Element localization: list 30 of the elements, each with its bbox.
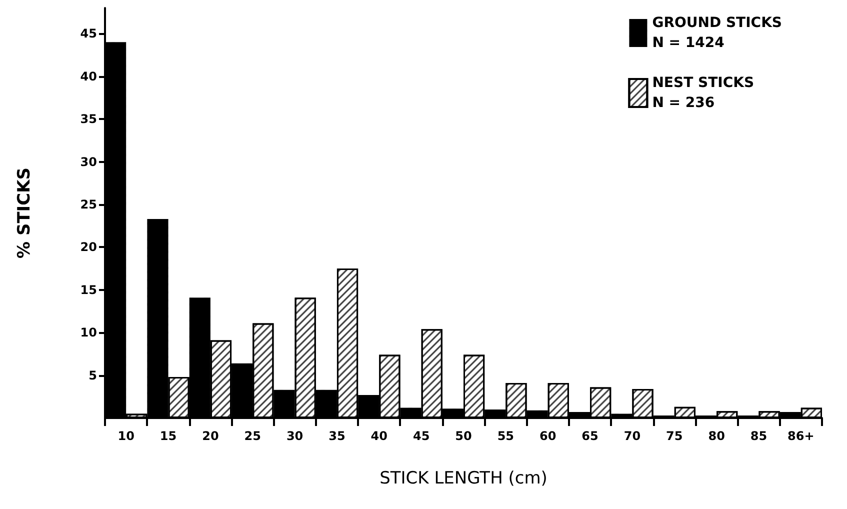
- legend-label: NEST STICKS N = 236: [652, 75, 754, 111]
- y-tick-label: 30: [80, 154, 97, 169]
- x-tick-label: 35: [328, 429, 346, 443]
- y-tick-label: 20: [80, 240, 97, 254]
- x-tick-label: 86+: [788, 429, 814, 443]
- legend-label: GROUND STICKS N = 1424: [652, 15, 782, 51]
- y-tick-label: 25: [80, 197, 97, 212]
- x-tick-label: 55: [497, 429, 514, 443]
- x-tick-label: 20: [202, 429, 219, 443]
- x-tick-label: 45: [412, 429, 430, 443]
- x-tick-label: 75: [666, 429, 683, 443]
- y-tick-label: 10: [80, 326, 97, 340]
- y-axis-title: % STICKS: [14, 167, 34, 259]
- x-tick-label: 70: [624, 429, 641, 443]
- x-axis-title: STICK LENGTH (cm): [380, 468, 548, 488]
- x-tick-label: 85: [750, 429, 768, 443]
- x-tick-label: 50: [455, 429, 472, 443]
- y-tick-label: 40: [80, 69, 97, 84]
- x-tick-label: 30: [286, 429, 304, 443]
- x-tick-label: 80: [708, 429, 725, 443]
- x-tick-label: 65: [582, 429, 598, 443]
- y-tick-label: 15: [80, 282, 97, 297]
- x-tick-label: 40: [370, 429, 388, 443]
- x-tick-label: 10: [118, 429, 134, 443]
- y-tick-label: 5: [88, 368, 97, 382]
- x-tick-label: 25: [244, 429, 261, 443]
- y-tick-label: 45: [80, 26, 97, 41]
- x-tick-label: 15: [160, 429, 177, 443]
- x-tick-label: 60: [540, 429, 556, 443]
- y-tick-label: 35: [80, 112, 97, 126]
